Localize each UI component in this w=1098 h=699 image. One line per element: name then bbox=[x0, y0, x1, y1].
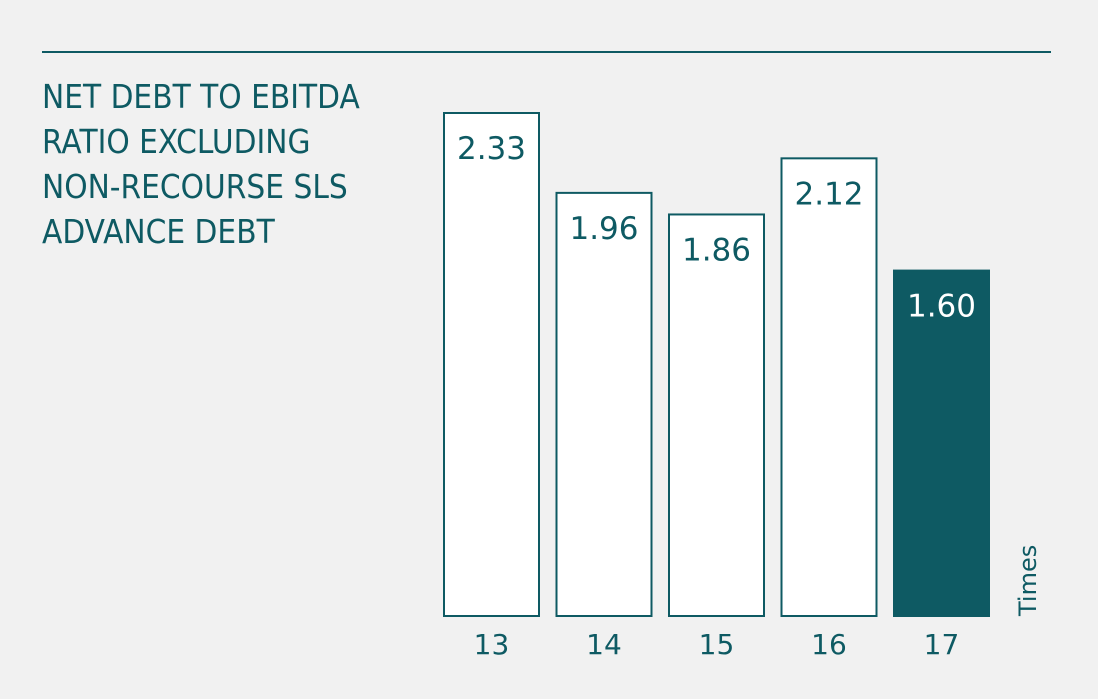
x-tick-label: 15 bbox=[699, 628, 735, 661]
bar-14 bbox=[555, 191, 653, 617]
chart-title: NET DEBT TO EBITDA RATIO EXCLUDING NON-R… bbox=[42, 74, 432, 254]
unit-label: Times bbox=[1014, 545, 1042, 617]
bar-value-label: 2.33 bbox=[457, 131, 526, 167]
bar-value-label: 2.12 bbox=[794, 176, 863, 212]
bar-value-label: 1.96 bbox=[569, 211, 638, 247]
x-tick-label: 17 bbox=[924, 628, 960, 661]
bar-15 bbox=[668, 213, 765, 617]
bar-16 bbox=[780, 157, 878, 617]
x-tick-label: 14 bbox=[586, 628, 622, 661]
chart-title-line-3: NON-RECOURSE SLS bbox=[42, 167, 348, 206]
x-tick-label: 13 bbox=[474, 628, 510, 661]
top-rule bbox=[42, 51, 1051, 53]
chart-title-line-4: ADVANCE DEBT bbox=[42, 212, 275, 251]
chart-title-line-2: RATIO EXCLUDING bbox=[42, 122, 311, 161]
bar-value-label: 1.60 bbox=[907, 289, 976, 325]
chart-title-line-1: NET DEBT TO EBITDA bbox=[42, 77, 360, 116]
bar-13 bbox=[443, 112, 540, 617]
bar-value-label: 1.86 bbox=[682, 232, 751, 268]
x-tick-label: 16 bbox=[811, 628, 847, 661]
bar-17 bbox=[893, 269, 990, 617]
